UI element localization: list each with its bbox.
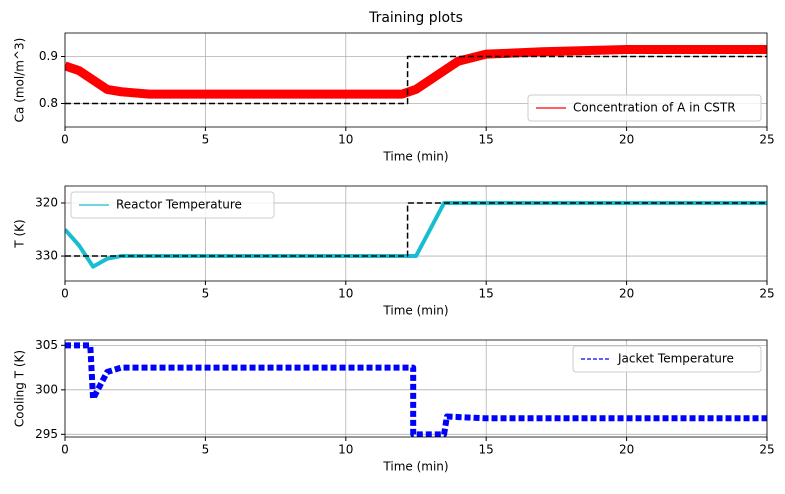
- x-tick-label: 10: [338, 287, 353, 301]
- axes-frame: [64, 185, 768, 282]
- x-tick-label: 20: [619, 133, 634, 147]
- x-tick-label: 5: [202, 443, 210, 457]
- x-tick-label: 15: [479, 287, 494, 301]
- x-axis-label: Time (min): [382, 460, 448, 474]
- x-axis-label: Time (min): [382, 304, 448, 318]
- y-axis-label: T (K): [13, 219, 27, 248]
- data-line: [65, 202, 767, 257]
- subplot: 0 5 10 15 20 25 295 300 305 Time (min) Cooling T (…: [13, 338, 775, 474]
- legend-box: [527, 94, 762, 122]
- data-line: [65, 55, 767, 105]
- legend-box: [70, 191, 275, 219]
- x-tick-label: 0: [61, 287, 69, 301]
- subplot: Training plots 0 5 10 15 20 25 0.8 0.9 Time (min)…: [13, 10, 775, 164]
- y-tick-label: 330: [35, 249, 58, 263]
- legend-box: [572, 345, 762, 373]
- y-tick-label: 305: [35, 338, 58, 352]
- x-tick-label: 10: [338, 133, 353, 147]
- x-tick-label: 15: [479, 443, 494, 457]
- x-tick-label: 20: [619, 287, 634, 301]
- x-tick-label: 0: [61, 443, 69, 457]
- x-tick-label: 25: [759, 133, 774, 147]
- subplot: 0 5 10 15 20 25 320 330 Time (min) T (K) Reactor T…: [13, 185, 775, 318]
- x-tick-label: 5: [202, 133, 210, 147]
- x-tick-label: 25: [759, 287, 774, 301]
- x-tick-label: 20: [619, 443, 634, 457]
- y-axis-label: Ca (mol/m^3): [13, 38, 27, 123]
- y-tick-label: 0.9: [39, 49, 58, 63]
- axes-frame: [64, 339, 768, 438]
- legend: Jacket Temperature: [572, 345, 762, 373]
- data-line: [65, 342, 767, 437]
- x-tick-label: 25: [759, 443, 774, 457]
- y-axis-label: Cooling T (K): [13, 350, 27, 427]
- legend: Concentration of A in CSTR: [527, 94, 762, 122]
- x-axis-label: Time (min): [382, 150, 448, 164]
- data-line: [65, 44, 767, 99]
- legend: Reactor Temperature: [70, 191, 275, 219]
- legend-label: Concentration of A in CSTR: [573, 101, 736, 115]
- axes-frame: [64, 32, 768, 128]
- x-tick-label: 5: [202, 287, 210, 301]
- y-tick-label: 300: [35, 382, 58, 396]
- x-tick-label: 10: [338, 443, 353, 457]
- x-tick-label: 0: [61, 133, 69, 147]
- legend-label: Jacket Temperature: [617, 352, 734, 366]
- legend-label: Reactor Temperature: [116, 198, 242, 212]
- x-tick-label: 15: [479, 133, 494, 147]
- chart-title: Training plots: [368, 10, 463, 26]
- y-tick-label: 0.8: [39, 96, 58, 110]
- y-tick-label: 320: [35, 195, 58, 209]
- y-tick-label: 295: [35, 427, 58, 441]
